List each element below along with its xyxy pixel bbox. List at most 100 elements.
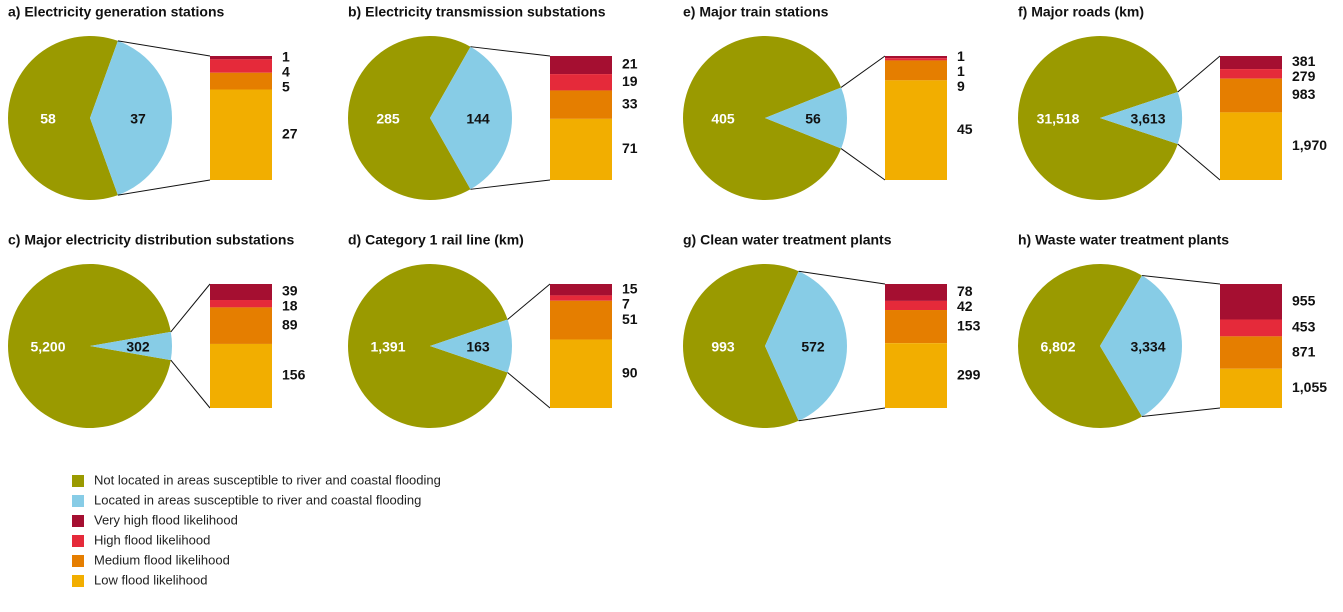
- chart-title: e) Major train stations: [683, 4, 829, 20]
- bar-segment: [210, 343, 272, 408]
- bar-label: 983: [1292, 86, 1316, 102]
- bar-segment: [1220, 284, 1282, 320]
- bar-label: 15: [622, 280, 638, 296]
- legend-swatch: [72, 535, 84, 547]
- bar-segment: [550, 295, 612, 301]
- bar-segment: [885, 300, 947, 311]
- legend-swatch: [72, 555, 84, 567]
- bar-label: 89: [282, 316, 298, 332]
- connector: [507, 283, 551, 320]
- pie-slice: [8, 36, 118, 200]
- legend-label: Medium flood likelihood: [94, 552, 230, 567]
- connector: [840, 148, 886, 181]
- pie-label: 56: [805, 111, 821, 127]
- pie-label: 58: [40, 111, 56, 127]
- pie-slice: [683, 36, 842, 201]
- legend-label: High flood likelihood: [94, 532, 210, 547]
- connector: [117, 40, 211, 57]
- chart-title: b) Electricity transmission substations: [348, 4, 606, 20]
- bar-label: 955: [1292, 292, 1316, 308]
- chart-title: a) Electricity generation stations: [8, 4, 224, 20]
- pie-slice: [430, 319, 512, 373]
- bar-segment: [1220, 319, 1282, 337]
- bar-segment: [210, 72, 272, 90]
- pie-slice: [347, 35, 471, 201]
- connector: [798, 407, 886, 422]
- bar-segment: [210, 307, 272, 344]
- pie-label: 6,802: [1040, 339, 1075, 355]
- bar-label: 9: [957, 78, 965, 94]
- bar-label: 71: [622, 140, 638, 156]
- bar-segment: [210, 59, 272, 73]
- pie-label: 1,391: [370, 339, 405, 355]
- bar-label: 1: [957, 48, 965, 64]
- connector: [798, 270, 886, 285]
- chart-title: f) Major roads (km): [1018, 4, 1144, 20]
- bar-segment: [550, 56, 612, 75]
- bar-segment: [1220, 69, 1282, 79]
- bar-label: 5: [282, 78, 290, 94]
- bar-label: 1,970: [1292, 137, 1327, 153]
- pie-label: 144: [466, 111, 490, 127]
- legend-swatch: [72, 515, 84, 527]
- bar-segment: [1220, 368, 1282, 408]
- bar-label: 279: [1292, 68, 1316, 84]
- pie-slice: [7, 263, 171, 428]
- legend-label: Not located in areas susceptible to rive…: [94, 472, 441, 487]
- bar-segment: [885, 310, 947, 344]
- bar-segment: [885, 58, 947, 61]
- pie-slice: [682, 263, 799, 428]
- chart-title: g) Clean water treatment plants: [683, 232, 892, 248]
- bar-segment: [885, 343, 947, 408]
- pie-label: 5,200: [30, 339, 65, 355]
- bar-label: 871: [1292, 343, 1316, 359]
- bar-segment: [210, 89, 272, 180]
- bar-segment: [1220, 336, 1282, 369]
- pie-label: 163: [466, 339, 490, 355]
- bar-segment: [210, 56, 272, 60]
- bar-label: 299: [957, 366, 981, 382]
- pie-slice: [348, 264, 508, 428]
- bar-label: 1: [282, 48, 290, 64]
- bar-label: 42: [957, 298, 973, 314]
- bar-segment: [1220, 112, 1282, 180]
- connector: [1177, 143, 1221, 181]
- chart-title: h) Waste water treatment plants: [1018, 232, 1229, 248]
- bar-segment: [550, 339, 612, 408]
- pie-label: 3,613: [1130, 111, 1165, 127]
- bar-label: 153: [957, 317, 981, 333]
- connector: [117, 179, 211, 196]
- bar-segment: [550, 74, 612, 91]
- bar-segment: [885, 80, 947, 180]
- bar-label: 90: [622, 364, 638, 380]
- bar-label: 78: [957, 283, 973, 299]
- bar-segment: [885, 60, 947, 81]
- legend-swatch: [72, 495, 84, 507]
- legend-swatch: [72, 575, 84, 587]
- connector: [1141, 407, 1221, 417]
- bar-label: 1,055: [1292, 379, 1327, 395]
- bar-label: 27: [282, 125, 298, 141]
- bar-label: 381: [1292, 53, 1316, 69]
- bar-label: 156: [282, 367, 306, 383]
- pie-label: 993: [711, 339, 735, 355]
- pie-slice: [1018, 35, 1178, 200]
- legend-swatch: [72, 475, 84, 487]
- pie-slice: [430, 46, 512, 190]
- bar-segment: [550, 284, 612, 296]
- pie-slice: [765, 271, 847, 421]
- bar-label: 4: [282, 63, 290, 79]
- bar-segment: [1220, 78, 1282, 113]
- chart-title: d) Category 1 rail line (km): [348, 232, 524, 248]
- legend-label: Low flood likelihood: [94, 572, 207, 587]
- bar-label: 19: [622, 73, 638, 89]
- bar-segment: [1220, 56, 1282, 70]
- pie-slice: [90, 331, 172, 361]
- bar-label: 453: [1292, 319, 1316, 335]
- bar-segment: [885, 284, 947, 301]
- pie-label: 31,518: [1037, 111, 1080, 127]
- bar-segment: [885, 56, 947, 59]
- pie-label: 405: [711, 111, 735, 127]
- legend-label: Located in areas susceptible to river an…: [94, 492, 421, 507]
